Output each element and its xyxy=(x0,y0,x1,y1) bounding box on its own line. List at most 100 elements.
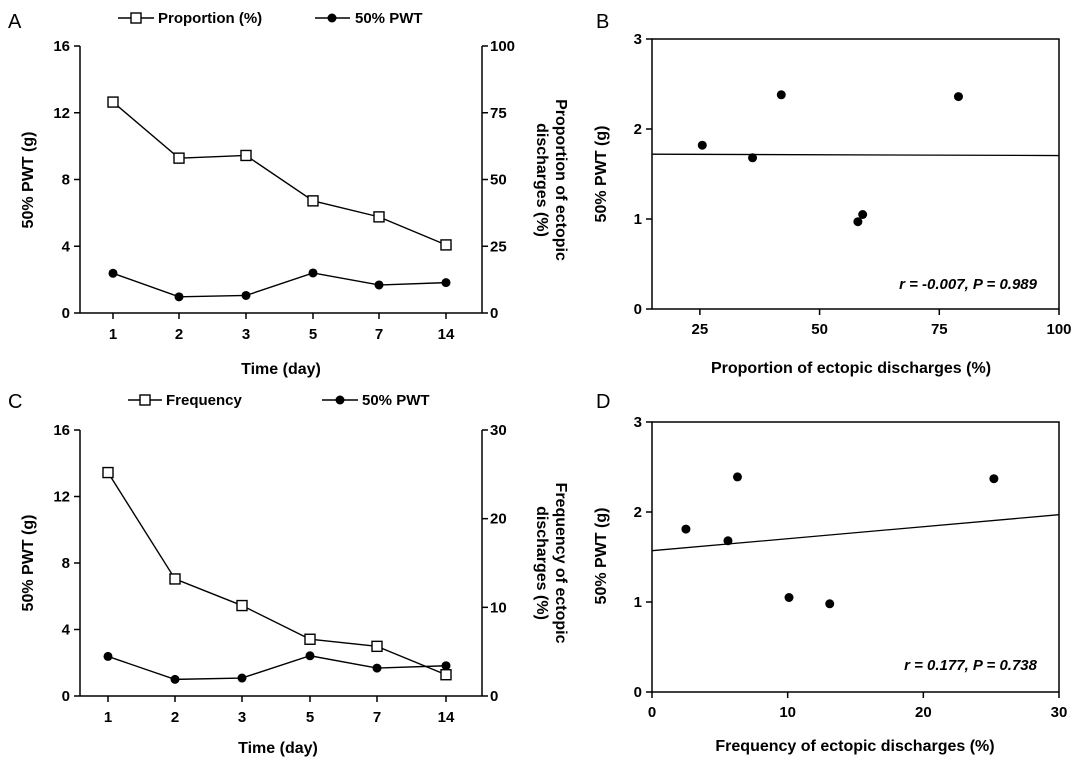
y2-tick-label: 0 xyxy=(490,305,498,322)
x-tick-label: 14 xyxy=(438,709,455,726)
panel-d-y-ticks: 0 1 2 3 xyxy=(634,414,652,701)
panel-a-x-ticks: 1 2 3 5 7 14 xyxy=(109,313,455,343)
x-tick-label: 30 xyxy=(1051,704,1068,721)
x-tick-label: 20 xyxy=(915,704,932,721)
scatter-point xyxy=(748,153,758,163)
y-tick-label: 4 xyxy=(62,622,71,639)
legend-label-pwt: 50% PWT xyxy=(362,392,430,409)
series-line-50-pwt xyxy=(107,655,447,681)
panel-b-points xyxy=(697,90,963,227)
panel-c-series xyxy=(102,466,452,684)
data-point-proportion xyxy=(440,239,452,251)
panel-a-series xyxy=(107,96,452,302)
y-tick-label: 16 xyxy=(53,38,70,55)
y-tick-label: 4 xyxy=(62,238,71,255)
panel-d-points xyxy=(681,472,999,609)
x-tick-label: 10 xyxy=(779,704,796,721)
data-point-frequency xyxy=(304,633,316,645)
x-tick-label: 0 xyxy=(648,704,656,721)
x-tick-label: 7 xyxy=(373,709,381,726)
scatter-point xyxy=(825,599,835,609)
panel-a-y2-title-line1: Proportion of ectopic xyxy=(552,99,569,261)
data-point-50-pwt xyxy=(441,661,451,671)
data-point-50-pwt xyxy=(174,292,184,302)
legend-marker-frequency xyxy=(139,394,151,406)
y2-tick-label: 25 xyxy=(490,238,507,255)
y-tick-label: 2 xyxy=(634,121,642,138)
series-line-50-pwt xyxy=(112,272,447,298)
scatter-point xyxy=(858,210,868,219)
data-point-50-pwt xyxy=(305,651,315,661)
panel-b: B 0 1 2 3 25 50 75 100 r = -0.007, P = 0.989 P… xyxy=(593,11,1072,377)
x-tick-label: 1 xyxy=(109,326,117,343)
panel-d-y-title: 50% PWT (g) xyxy=(593,508,610,605)
data-point-50-pwt xyxy=(108,268,118,278)
y-tick-label: 8 xyxy=(62,555,70,572)
panel-a-y2-title-line2: discharges (%) xyxy=(533,123,550,237)
data-point-50-pwt xyxy=(170,674,180,684)
data-point-50-pwt xyxy=(237,673,247,683)
panel-d-letter: D xyxy=(596,391,610,413)
data-point-proportion xyxy=(373,211,385,223)
scatter-point xyxy=(989,474,999,484)
data-point-frequency xyxy=(371,640,383,653)
data-point-proportion xyxy=(107,96,119,108)
panel-d-correlation-annotation: r = 0.177, P = 0.738 xyxy=(904,657,1038,674)
panel-d-x-title: Frequency of ectopic discharges (%) xyxy=(715,738,994,755)
panel-d-plot-frame xyxy=(651,421,1060,693)
x-tick-label: 7 xyxy=(375,326,383,343)
y-tick-label: 0 xyxy=(634,301,642,318)
scatter-point xyxy=(953,92,963,102)
y2-tick-label: 100 xyxy=(490,38,515,55)
panel-c-y-ticks: 0 4 8 12 16 xyxy=(53,422,80,705)
x-tick-label: 14 xyxy=(438,326,455,343)
scatter-point xyxy=(776,90,786,100)
panel-c-x-title: Time (day) xyxy=(238,740,318,757)
data-point-50-pwt xyxy=(374,280,384,290)
scatter-point xyxy=(723,536,733,546)
scatter-point xyxy=(697,140,707,150)
x-tick-label: 3 xyxy=(238,709,246,726)
y2-tick-label: 75 xyxy=(490,105,507,122)
x-tick-label: 1 xyxy=(104,709,112,726)
y-tick-label: 16 xyxy=(53,422,70,439)
panel-c-legend: Frequency 50% PWT xyxy=(128,392,430,409)
y-tick-label: 1 xyxy=(634,211,642,228)
data-point-50-pwt xyxy=(241,290,251,300)
data-point-frequency xyxy=(440,669,452,681)
scatter-point xyxy=(732,472,742,482)
x-tick-label: 75 xyxy=(931,321,948,338)
panel-d-x-ticks: 0 10 20 30 xyxy=(648,692,1068,721)
panel-c-y-title: 50% PWT (g) xyxy=(20,515,37,612)
data-point-50-pwt xyxy=(103,651,113,661)
panel-c-y2-title-line1: Frequency of ectopic xyxy=(552,483,569,644)
x-tick-label: 100 xyxy=(1046,321,1071,338)
data-point-frequency xyxy=(169,573,181,585)
data-point-frequency xyxy=(236,599,248,612)
data-point-frequency xyxy=(102,466,114,479)
panel-a-y2-ticks: 0 25 50 75 100 xyxy=(482,38,515,322)
legend-label-pwt: 50% PWT xyxy=(355,10,423,27)
panel-c-y2-ticks: 0 10 20 30 xyxy=(482,422,507,705)
panel-c-x-ticks: 1 2 3 5 7 14 xyxy=(104,696,455,726)
panel-b-letter: B xyxy=(596,11,609,33)
y-tick-label: 0 xyxy=(62,688,70,705)
scatter-point xyxy=(681,524,691,534)
y2-tick-label: 20 xyxy=(490,511,507,528)
y-tick-label: 3 xyxy=(634,31,642,48)
x-tick-label: 2 xyxy=(171,709,179,726)
panel-d-fit xyxy=(651,514,1060,552)
x-tick-label: 5 xyxy=(306,709,314,726)
panel-d: D 0 1 2 3 0 10 20 30 r = 0.177, P = 0.738 Freq… xyxy=(593,391,1067,755)
data-point-proportion xyxy=(307,195,319,207)
regression-line xyxy=(651,514,1060,552)
x-tick-label: 5 xyxy=(309,326,317,343)
x-tick-label: 50 xyxy=(811,321,828,338)
legend-marker-pwt xyxy=(335,395,345,405)
panel-b-fit xyxy=(651,153,1060,157)
data-point-50-pwt xyxy=(441,278,451,288)
y-tick-label: 12 xyxy=(53,105,70,122)
